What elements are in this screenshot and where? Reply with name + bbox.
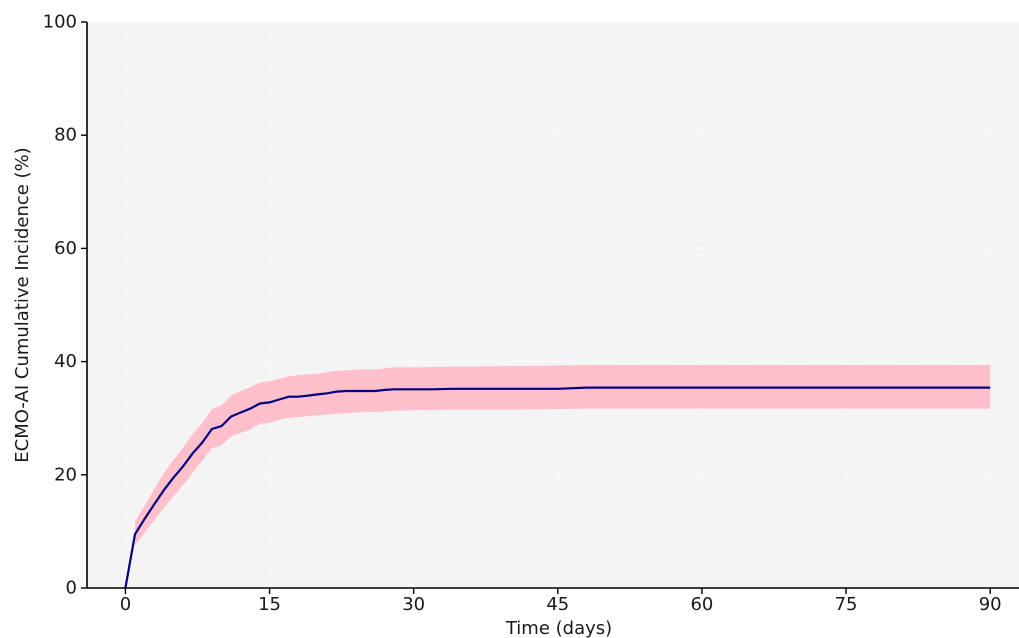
y-tick-label: 60 (54, 238, 77, 259)
x-axis-title: Time (days) (505, 618, 612, 638)
x-tick-label: 15 (258, 594, 281, 615)
y-tick-label: 20 (54, 464, 77, 485)
cumulative-incidence-line (124, 386, 991, 589)
y-tick-label: 100 (43, 12, 77, 33)
y-axis-title: ECMO-AI Cumulative Incidence (%) (12, 147, 33, 462)
tick-marks-and-labels: 0 15 30 45 60 75 90 0 20 40 60 80 100 (43, 12, 1002, 616)
axes (86, 22, 1019, 589)
x-tick-label: 30 (402, 594, 425, 615)
y-tick-label: 40 (54, 351, 77, 372)
plot-area (87, 22, 1019, 588)
x-tick-label: 45 (546, 594, 569, 615)
x-tick-label: 75 (835, 594, 858, 615)
x-tick-label: 90 (979, 594, 1002, 615)
y-tick-label: 0 (66, 578, 77, 599)
x-tick-label: 60 (690, 594, 713, 615)
x-tick-label: 0 (120, 594, 131, 615)
confidence-band (135, 365, 991, 546)
y-tick-label: 80 (54, 125, 77, 146)
gridlines (87, 21, 1019, 589)
